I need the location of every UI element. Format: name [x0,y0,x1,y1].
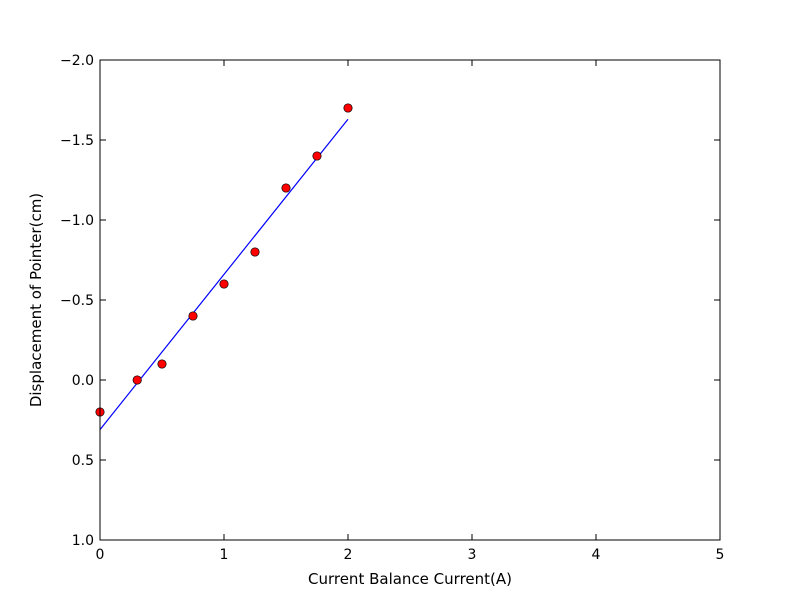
y-tick-label: −2.0 [60,53,94,69]
data-point [343,103,353,113]
data-point [219,279,229,289]
data-points-layer [95,103,353,417]
x-tick-label: 0 [96,547,105,563]
data-point [312,151,322,161]
fit-line-layer [100,118,349,430]
x-tick-label: 3 [468,547,477,563]
y-axis-ticks: −2.0 −1.5 −1.0 −0.5 0.0 0.5 1.0 [60,53,720,549]
y-tick-label: 1.0 [72,533,94,549]
x-axis-ticks: 0 1 2 3 4 5 [96,60,725,563]
x-tick-label: 5 [716,547,725,563]
y-tick-label: 0.5 [72,453,94,469]
data-point [157,359,167,369]
y-tick-label: 0.0 [72,373,94,389]
x-tick-label: 2 [344,547,353,563]
data-point [281,183,291,193]
x-tick-label: 1 [220,547,229,563]
fit-line [100,118,349,430]
data-point [132,375,142,385]
x-axis-label: Current Balance Current(A) [308,570,512,588]
y-tick-label: −1.5 [60,133,94,149]
y-tick-label: −1.0 [60,213,94,229]
y-axis-label: Displacement of Pointer(cm) [27,193,45,407]
data-point [250,247,260,257]
data-point [188,311,198,321]
plot-area-frame [99,59,721,541]
y-tick-label: −0.5 [60,293,94,309]
x-tick-label: 4 [592,547,601,563]
